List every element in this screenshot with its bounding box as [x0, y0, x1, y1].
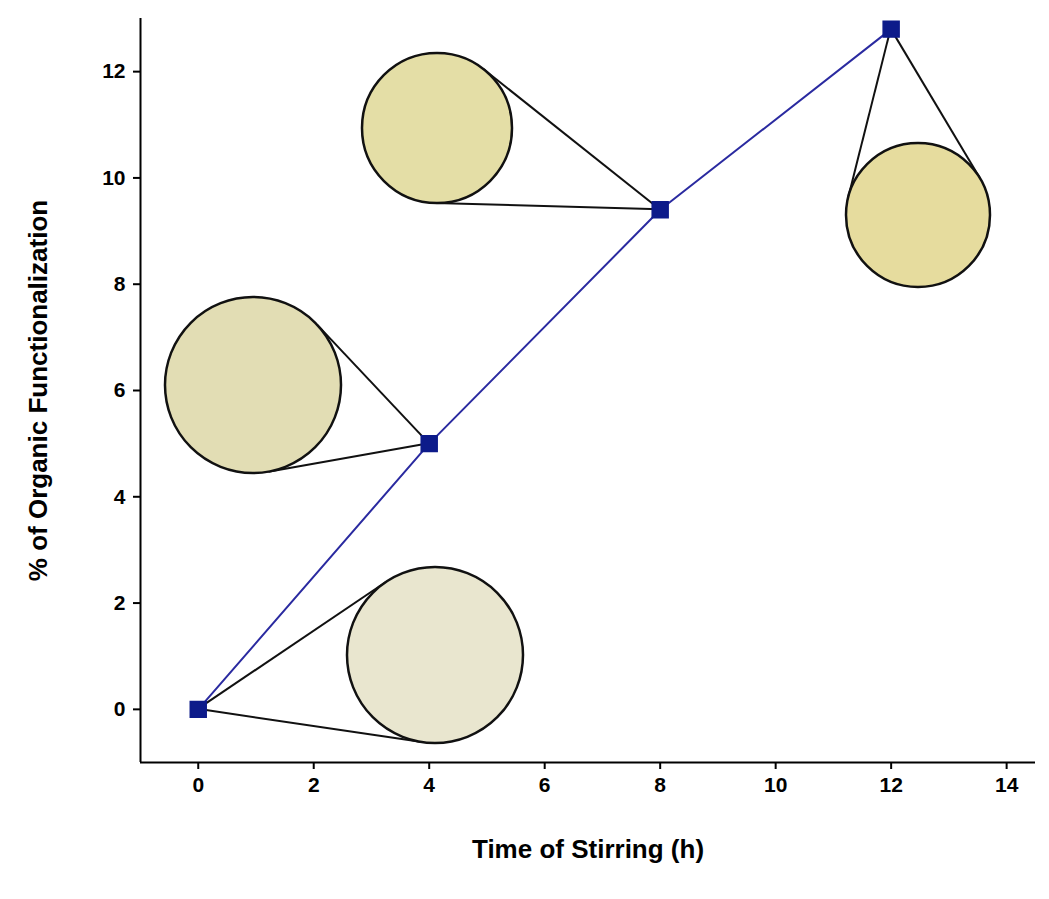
svg-text:0: 0	[192, 773, 204, 796]
svg-text:12: 12	[879, 773, 902, 796]
svg-text:Time of Stirring (h): Time of Stirring (h)	[472, 834, 704, 864]
svg-text:12: 12	[102, 59, 125, 82]
svg-text:8: 8	[654, 773, 666, 796]
svg-text:6: 6	[539, 773, 551, 796]
svg-text:8: 8	[114, 272, 126, 295]
svg-text:0: 0	[114, 697, 126, 720]
svg-text:4: 4	[423, 773, 435, 796]
svg-text:% of Organic Functionalization: % of Organic Functionalization	[23, 200, 53, 581]
svg-text:6: 6	[114, 378, 126, 401]
svg-text:2: 2	[308, 773, 320, 796]
svg-text:10: 10	[764, 773, 787, 796]
svg-text:2: 2	[114, 591, 126, 614]
svg-text:10: 10	[102, 166, 125, 189]
svg-text:14: 14	[995, 773, 1019, 796]
svg-text:4: 4	[114, 485, 126, 508]
